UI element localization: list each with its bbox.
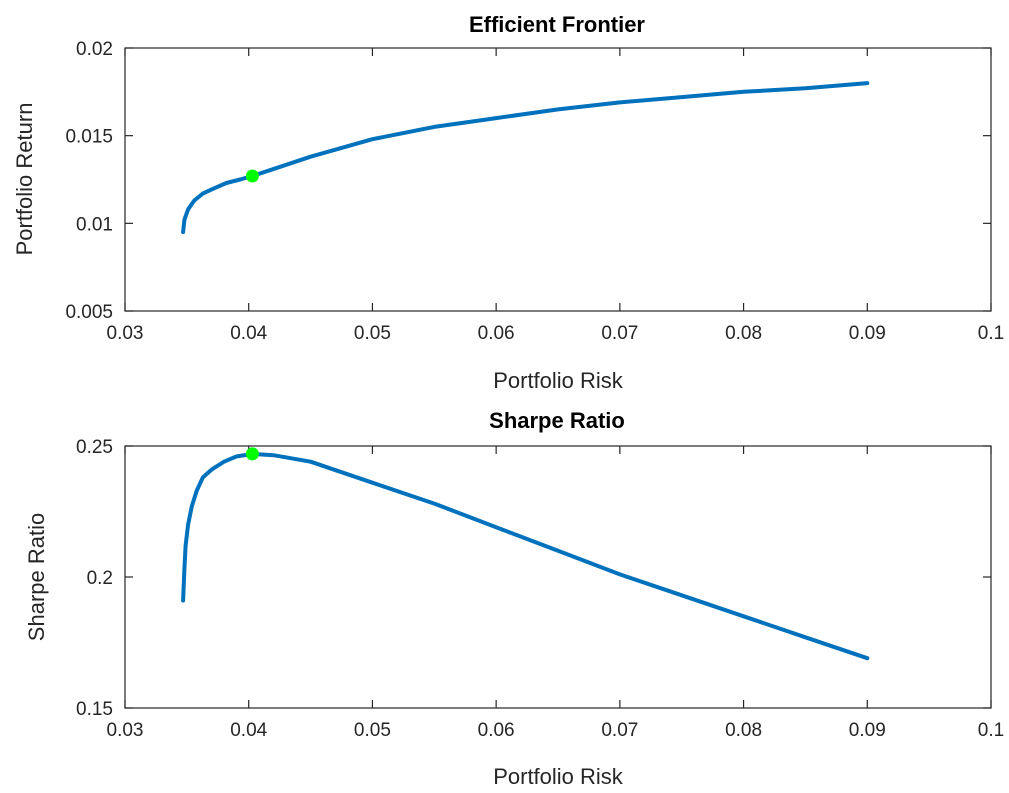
x-tick-label: 0.07: [601, 323, 638, 344]
x-tick-label: 0.05: [354, 720, 391, 741]
y-axis-label: Portfolio Return: [12, 103, 37, 256]
x-tick-labels: 0.03 0.04 0.05 0.06 0.07 0.08 0.09 0.1: [107, 323, 1005, 344]
y-tick-labels: 0.15 0.2 0.25: [76, 437, 113, 720]
x-tick-label: 0.1: [978, 323, 1004, 344]
x-tick-label: 0.03: [107, 323, 144, 344]
chart-title: Efficient Frontier: [469, 12, 645, 37]
tick-marks: [124, 47, 992, 312]
x-tick-label: 0.09: [849, 720, 886, 741]
x-tick-label: 0.09: [849, 323, 886, 344]
optimal-point-marker: [245, 169, 259, 183]
y-tick-label: 0.005: [65, 302, 113, 323]
optimal-point-marker: [245, 447, 259, 461]
x-axis-label: Portfolio Risk: [493, 764, 624, 789]
y-tick-label: 0.01: [76, 214, 113, 235]
x-tick-label: 0.06: [478, 323, 515, 344]
y-tick-label: 0.15: [76, 699, 113, 720]
y-tick-label: 0.2: [87, 568, 113, 589]
series-group: [181, 81, 870, 235]
x-axis-label: Portfolio Risk: [493, 368, 624, 393]
x-tick-label: 0.04: [230, 323, 267, 344]
series-line: [181, 81, 870, 235]
y-axis-label: Sharpe Ratio: [24, 513, 49, 641]
y-tick-label: 0.015: [65, 127, 113, 148]
series-line: [181, 451, 870, 661]
sharpe-ratio-chart: Sharpe Ratio 0.03 0.04 0.05 0.06 0.07 0.08 0.0…: [24, 408, 1004, 789]
x-tick-label: 0.05: [354, 323, 391, 344]
y-tick-labels: 0.005 0.01 0.015 0.02: [65, 39, 113, 323]
chart-title: Sharpe Ratio: [489, 408, 625, 433]
series-group: [181, 447, 870, 661]
x-tick-labels: 0.03 0.04 0.05 0.06 0.07 0.08 0.09 0.1: [107, 720, 1005, 741]
axes-frame: [124, 47, 992, 312]
tick-marks: [124, 445, 992, 709]
x-tick-label: 0.08: [725, 323, 762, 344]
efficient-frontier-chart: Efficient Frontier 0.03 0.04 0.05 0.06 0.07 0…: [12, 12, 1004, 393]
y-tick-label: 0.25: [76, 437, 113, 458]
x-tick-label: 0.08: [725, 720, 762, 741]
x-tick-label: 0.1: [978, 720, 1004, 741]
axes-frame: [124, 445, 992, 709]
y-tick-label: 0.02: [76, 39, 113, 60]
x-tick-label: 0.03: [107, 720, 144, 741]
x-tick-label: 0.07: [601, 720, 638, 741]
x-tick-label: 0.06: [478, 720, 515, 741]
x-tick-label: 0.04: [230, 720, 267, 741]
